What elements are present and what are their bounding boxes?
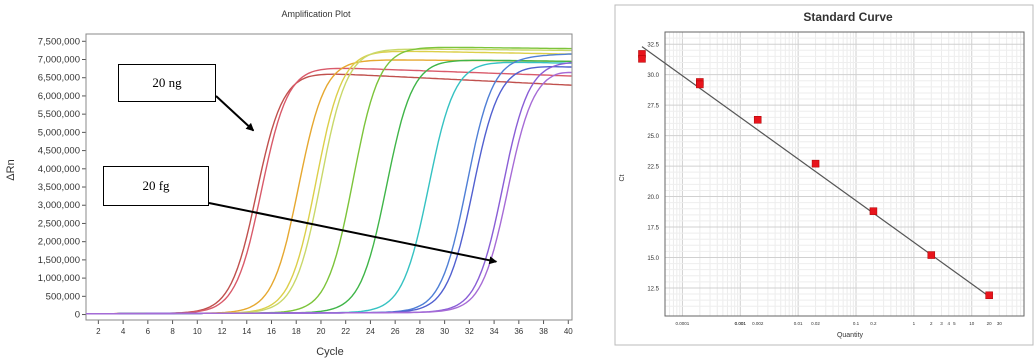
amp-xtick-label: 22 bbox=[341, 327, 350, 336]
arrow-20ng bbox=[215, 95, 255, 132]
std-xtick-label: 4 bbox=[947, 321, 950, 326]
amp-ytick-label: 2,500,000 bbox=[38, 218, 80, 229]
amp-xtick-label: 12 bbox=[218, 327, 227, 336]
std-plot-border bbox=[664, 31, 1025, 317]
amp-ytick-label: 3,500,000 bbox=[38, 182, 80, 193]
std-ytick-label: 17.5 bbox=[647, 226, 659, 232]
amp-tick-labels: 0 500,000 1,000,000 1,500,000 2,000,000 2,500… bbox=[38, 36, 574, 336]
std-xtick-label: 1 bbox=[913, 321, 916, 326]
amp-ytick-label: 7,000,000 bbox=[38, 55, 80, 66]
standard-curve-plot: Standard Curve Ct Quantity 12.5 15.0 17.5 2… bbox=[614, 4, 1034, 346]
std-xtick-label: 0.002 bbox=[752, 321, 764, 326]
amp-ytick-label: 7,500,000 bbox=[38, 36, 80, 47]
amp-xtick-label: 16 bbox=[267, 327, 276, 336]
std-tick-labels: 12.5 15.0 17.5 20.0 22.5 25.0 27.5 30.0 32.5 0.00… bbox=[647, 43, 1002, 326]
amp-ytick-label: 5,000,000 bbox=[38, 127, 80, 138]
amp-ytick-label: 3,000,000 bbox=[38, 200, 80, 211]
amp-xtick-label: 4 bbox=[121, 327, 126, 336]
std-ytick-label: 25.0 bbox=[647, 134, 659, 140]
std-title: Standard Curve bbox=[803, 10, 893, 24]
std-axes bbox=[664, 31, 1025, 317]
amp-xtick-label: 38 bbox=[539, 327, 548, 336]
amp-xtick-label: 34 bbox=[490, 327, 499, 336]
std-xtick-label: 3 bbox=[940, 321, 943, 326]
amp-ytick-label: 2,000,000 bbox=[38, 237, 80, 248]
std-ytick-label: 22.5 bbox=[647, 165, 659, 171]
std-xtick-label: 0.01 bbox=[794, 321, 803, 326]
std-ytick-label: 30.0 bbox=[647, 73, 659, 79]
amp-xtick-label: 2 bbox=[96, 327, 101, 336]
std-data-point bbox=[927, 251, 936, 259]
std-xtick-label: 5 bbox=[953, 321, 956, 326]
amp-ytick-label: 1,500,000 bbox=[38, 255, 80, 266]
amp-xtick-label: 40 bbox=[564, 327, 573, 336]
amp-y-axis-label: ΔRn bbox=[5, 159, 17, 180]
amp-ytick-label: 5,500,000 bbox=[38, 109, 80, 120]
amp-xtick-label: 14 bbox=[242, 327, 251, 336]
amp-xtick-label: 18 bbox=[292, 327, 301, 336]
std-gridlines bbox=[664, 32, 1025, 316]
std-xtick-label: 20 bbox=[987, 321, 993, 326]
amp-ytick-label: 4,500,000 bbox=[38, 146, 80, 157]
amp-title: Amplification Plot bbox=[281, 9, 351, 19]
amp-ytick-label: 6,500,000 bbox=[38, 73, 80, 84]
std-xtick-label: 0.2 bbox=[870, 321, 877, 326]
std-ytick-label: 15.0 bbox=[647, 256, 659, 262]
std-xtick-label: 2 bbox=[930, 321, 933, 326]
std-ytick-label: 32.5 bbox=[647, 43, 659, 49]
amp-xtick-label: 24 bbox=[366, 327, 375, 336]
amp-ytick-label: 6,000,000 bbox=[38, 91, 80, 102]
annotation-20ng: 20 ng bbox=[118, 64, 216, 102]
amp-xtick-label: 28 bbox=[415, 327, 424, 336]
arrow-20fg bbox=[208, 202, 498, 265]
amp-xtick-label: 20 bbox=[317, 327, 326, 336]
std-x-axis-label: Quantity bbox=[837, 332, 864, 339]
amp-xtick-label: 32 bbox=[465, 327, 474, 336]
std-xtick-label: 0.001 bbox=[735, 321, 747, 326]
std-xtick-label: 0.0001 bbox=[676, 321, 690, 326]
amp-x-axis-label: Cycle bbox=[316, 346, 344, 358]
std-ytick-label: 27.5 bbox=[647, 104, 659, 110]
std-ytick-label: 12.5 bbox=[647, 286, 659, 292]
amp-plot-border bbox=[85, 33, 573, 321]
amp-xtick-label: 6 bbox=[146, 327, 151, 336]
std-data-point bbox=[811, 159, 820, 168]
std-y-axis-label: Ct bbox=[619, 174, 626, 181]
std-data-point bbox=[638, 55, 646, 63]
std-xtick-label: 0.02 bbox=[811, 321, 820, 326]
std-xtick-label: 0.001 bbox=[735, 321, 747, 326]
amp-xtick-label: 36 bbox=[514, 327, 523, 336]
amp-xtick-label: 10 bbox=[193, 327, 202, 336]
amp-ytick-label: 4,000,000 bbox=[38, 164, 80, 175]
amp-ytick-label: 1,000,000 bbox=[38, 273, 80, 284]
std-data-point bbox=[696, 80, 704, 89]
amplification-plot: Amplification Plot ΔRn Cycle 0 500,000 1,0… bbox=[5, 9, 574, 358]
std-data-point bbox=[985, 291, 993, 300]
amp-xtick-label: 8 bbox=[170, 327, 175, 336]
std-xtick-label: 10 bbox=[969, 321, 975, 326]
std-ytick-label: 20.0 bbox=[647, 195, 659, 201]
amp-annotation-arrows bbox=[208, 95, 498, 265]
std-data-point bbox=[753, 116, 762, 124]
std-xtick-label: 30 bbox=[997, 321, 1003, 326]
amp-xtick-label: 26 bbox=[391, 327, 400, 336]
std-data-point bbox=[869, 207, 878, 215]
amp-ytick-label: 500,000 bbox=[46, 291, 80, 302]
amp-xtick-label: 30 bbox=[440, 327, 449, 336]
amp-ytick-label: 0 bbox=[75, 310, 80, 321]
std-data-points bbox=[638, 50, 993, 300]
annotation-20fg: 20 fg bbox=[103, 166, 209, 206]
amp-series-lines bbox=[86, 46, 572, 315]
std-xtick-label: 0.1 bbox=[853, 321, 860, 326]
